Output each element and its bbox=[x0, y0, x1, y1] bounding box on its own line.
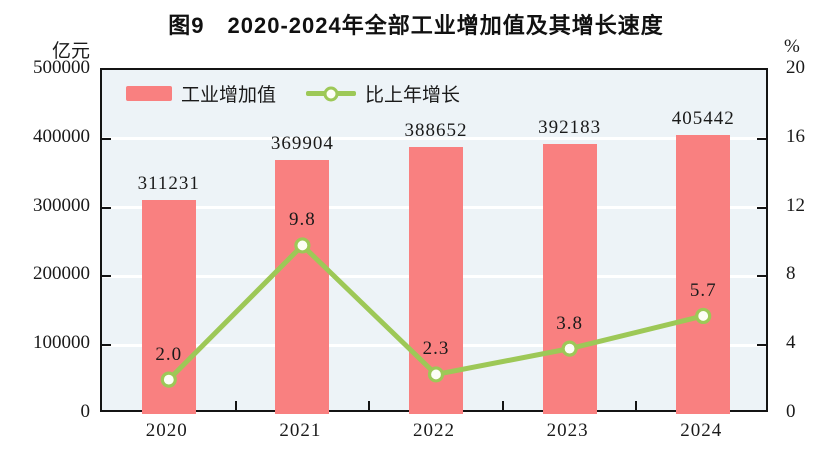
bar-value-label: 311231 bbox=[137, 172, 200, 194]
x-axis-label-2022: 2022 bbox=[413, 420, 455, 441]
growth-value-label: 2.0 bbox=[155, 343, 183, 365]
left-axis-tick bbox=[102, 137, 111, 140]
legend-line-label: 比上年增长 bbox=[365, 85, 461, 106]
bar-value-label: 388652 bbox=[404, 119, 468, 141]
growth-value-label: 5.7 bbox=[689, 279, 717, 301]
legend-item-line: 比上年增长 bbox=[306, 80, 460, 107]
line-marker-icon bbox=[323, 86, 339, 101]
growth-value-label: 9.8 bbox=[289, 209, 316, 231]
left-axis-tick bbox=[102, 275, 111, 278]
y-axis-tick-label-left: 500000 bbox=[33, 57, 90, 78]
growth-value-label: 2.3 bbox=[422, 338, 450, 360]
x-axis-tick bbox=[501, 401, 504, 410]
y-axis-tick-label-right: 20 bbox=[786, 57, 805, 78]
x-axis-label-2020: 2020 bbox=[145, 420, 188, 441]
left-axis-tick bbox=[102, 344, 111, 347]
left-axis-unit: 亿元 bbox=[51, 41, 90, 62]
bar-2021 bbox=[275, 159, 330, 414]
bar-value-label: 405442 bbox=[671, 108, 735, 130]
legend-bar-label: 工业增加值 bbox=[181, 85, 277, 106]
y-axis-tick-label-right: 4 bbox=[786, 332, 796, 354]
bar-2020 bbox=[141, 199, 196, 414]
right-axis-unit: % bbox=[784, 36, 800, 57]
right-axis-tick bbox=[757, 344, 766, 347]
x-axis-tick bbox=[368, 401, 371, 410]
right-axis-tick bbox=[757, 206, 766, 209]
bar-value-label: 369904 bbox=[270, 132, 334, 154]
line-series-swatch-icon bbox=[306, 86, 357, 101]
x-axis-label-2023: 2023 bbox=[546, 420, 589, 441]
bar-2022 bbox=[409, 146, 463, 414]
legend: 工业增加值 比上年增长 bbox=[126, 80, 460, 107]
y-axis-tick-label-left: 400000 bbox=[33, 125, 90, 147]
y-axis-tick-label-right: 8 bbox=[786, 263, 796, 285]
x-axis-label-2024: 2024 bbox=[680, 420, 723, 441]
y-axis-tick-label-left: 200000 bbox=[33, 263, 90, 285]
gridline bbox=[102, 137, 766, 141]
bar-value-label: 392183 bbox=[538, 117, 602, 139]
x-axis-label-2021: 2021 bbox=[279, 420, 322, 441]
right-axis-tick bbox=[757, 137, 766, 140]
y-axis-tick-label-left: 0 bbox=[80, 401, 91, 422]
legend-item-bar: 工业增加值 bbox=[126, 80, 276, 107]
growth-value-label: 3.8 bbox=[556, 312, 583, 334]
bar-2024 bbox=[676, 135, 731, 414]
y-axis-tick-label-left: 100000 bbox=[33, 332, 90, 354]
y-axis-tick-label-right: 12 bbox=[786, 194, 805, 216]
y-axis-tick-label-left: 300000 bbox=[33, 194, 90, 216]
left-axis-tick bbox=[102, 206, 111, 209]
y-axis-tick-label-right: 16 bbox=[786, 125, 805, 147]
y-axis-tick-label-right: 0 bbox=[786, 401, 796, 422]
bar-series-swatch-icon bbox=[126, 86, 172, 101]
bar-2023 bbox=[542, 144, 597, 414]
right-axis-tick bbox=[757, 275, 766, 278]
plot-area: 311231 369904 388652 392183 405442 2.0 9.8 2.3… bbox=[100, 68, 768, 414]
page-title: 图9 2020-2024年全部工业增加值及其增长速度 bbox=[168, 13, 664, 38]
x-axis-tick bbox=[635, 401, 638, 410]
x-axis-tick bbox=[234, 401, 237, 410]
